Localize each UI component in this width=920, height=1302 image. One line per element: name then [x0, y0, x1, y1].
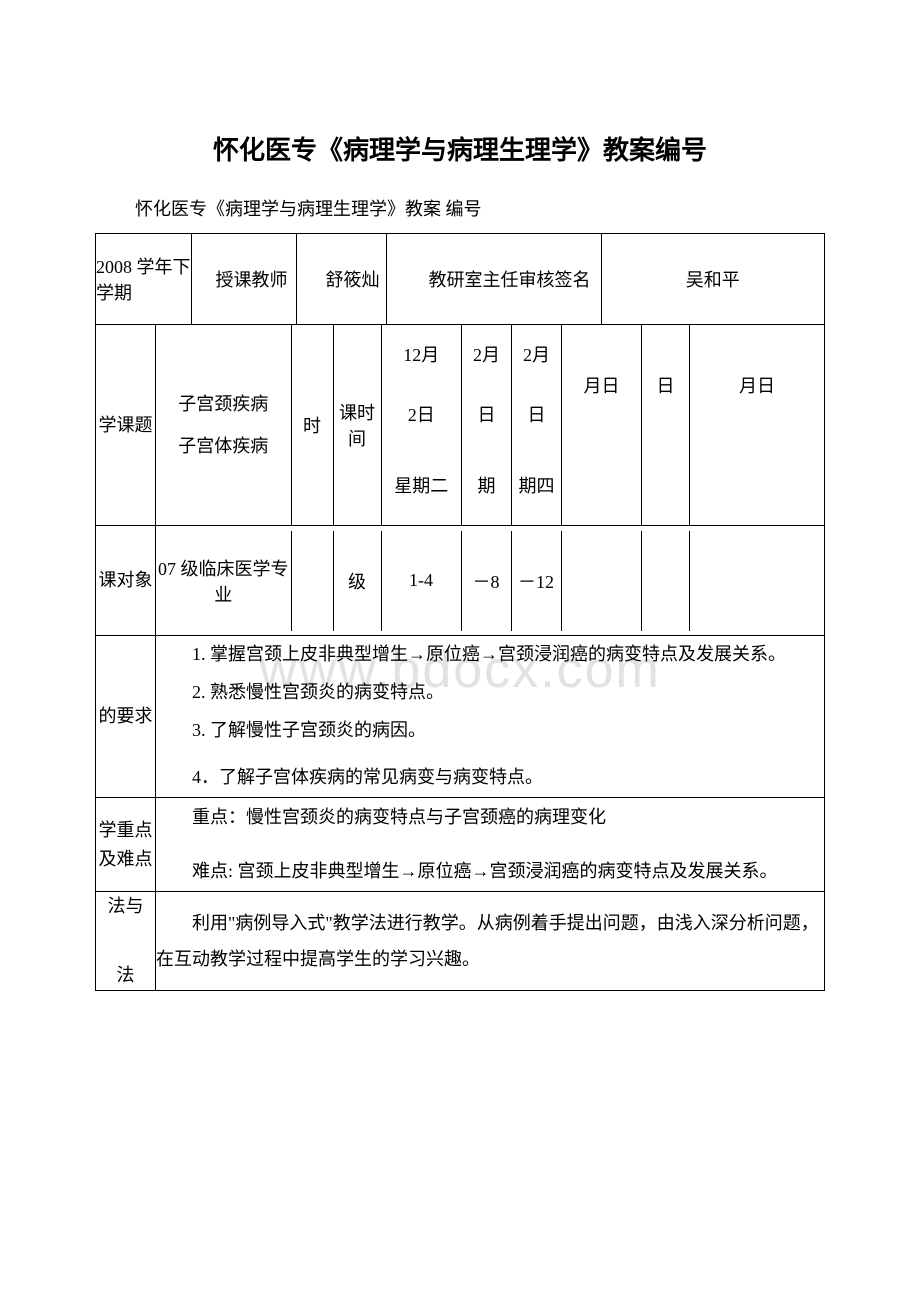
class-cell: －8: [461, 531, 511, 631]
date-text: 2日: [382, 402, 462, 429]
weekday-cell: 期: [462, 445, 512, 525]
time-sublabel: 课时间: [333, 325, 381, 525]
reviewer-cell: 吴和平: [601, 234, 824, 324]
req-line: 1. 掌握宫颈上皮非典型增生→原位癌→宫颈浸润癌的病变特点及发展关系。: [156, 636, 824, 674]
method-label: 法与 法: [96, 892, 156, 991]
teacher-label: 授课教师: [192, 266, 296, 292]
date-cell: 12月 2日: [382, 325, 462, 445]
object-inner-table: 07 级临床医学专业 级 1-4 －8 －12: [156, 531, 824, 631]
teacher-label-cell: 授课教师: [191, 234, 296, 324]
keypoints-label: 学重点及难点: [96, 798, 156, 892]
review-label: 教研室主任审核签名: [387, 266, 601, 292]
topic-line2: 子宫体疾病: [156, 429, 291, 463]
method-text: 利用"病例导入式"教学法进行教学。从病例着手提出问题，由浅入深分析问题，在互动教…: [156, 905, 824, 977]
date-text: 日: [462, 402, 511, 429]
requirements-cell: 1. 掌握宫颈上皮非典型增生→原位癌→宫颈浸润癌的病变特点及发展关系。 2. 熟…: [156, 636, 825, 798]
keypoint-line: 重点：慢性宫颈炎的病变特点与子宫颈癌的病理变化: [156, 798, 824, 838]
date-cell: 2月 日: [462, 325, 512, 445]
table-row: 2008 学年下学期 授课教师 舒筱灿 教研室主任审核签名 吴和平: [96, 234, 825, 325]
weekday-cell: 星期二: [382, 445, 462, 525]
topic-content: 子宫颈疾病 子宫体疾病: [156, 325, 291, 525]
teacher-name: 舒筱灿: [297, 266, 386, 292]
date-cell: 月日: [562, 325, 642, 445]
table-row: 学课题 子宫颈疾病 子宫体疾病 时 课时间: [96, 325, 825, 526]
weekday-cell: [690, 445, 825, 525]
method-label-1: 法与: [96, 892, 155, 921]
table-row: 的要求 1. 掌握宫颈上皮非典型增生→原位癌→宫颈浸润癌的病变特点及发展关系。 …: [96, 636, 825, 798]
page-subtitle: 怀化医专《病理学与病理生理学》教案 编号: [135, 195, 825, 221]
keypoint-line: 难点: 宫颈上皮非典型增生→原位癌→宫颈浸润癌的病变特点及发展关系。: [156, 852, 824, 892]
topic-inner-table: 子宫颈疾病 子宫体疾病 时 课时间 12月: [156, 325, 824, 525]
class-label-cell: 级: [333, 531, 381, 631]
class-cell: －12: [511, 531, 561, 631]
major-cell: 07 级临床医学专业: [156, 531, 291, 631]
table-row: 课对象 07 级临床医学专业 级 1-4 －8 －12: [96, 526, 825, 636]
topic-line1: 子宫颈疾病: [156, 387, 291, 421]
req-line: 3. 了解慢性子宫颈炎的病因。: [156, 712, 824, 750]
time-grid: 12月 2日 2月 日: [382, 325, 825, 525]
date-text: 2月: [512, 342, 561, 369]
class-cell: [641, 531, 689, 631]
page-title: 怀化医专《病理学与病理生理学》教案编号: [95, 130, 825, 167]
topic-label: 学课题: [96, 325, 156, 526]
teacher-name-cell: 舒筱灿: [296, 234, 386, 324]
page: 怀化医专《病理学与病理生理学》教案编号 怀化医专《病理学与病理生理学》教案 编号…: [0, 0, 920, 991]
object-label: 课对象: [96, 526, 156, 636]
weekday-cell: 期四: [512, 445, 562, 525]
semester-cell: 2008 学年下学期: [96, 234, 191, 324]
table-row: 法与 法 利用"病例导入式"教学法进行教学。从病例着手提出问题，由浅入深分析问题…: [96, 892, 825, 991]
class-cell: [689, 531, 824, 631]
keypoints-cell: 重点：慢性宫颈炎的病变特点与子宫颈癌的病理变化 难点: 宫颈上皮非典型增生→原位…: [156, 798, 825, 892]
req-line: 2. 熟悉慢性宫颈炎的病变特点。: [156, 674, 824, 712]
req-line: 4．了解子宫体疾病的常见病变与病变特点。: [156, 759, 824, 797]
header-inner-table: 2008 学年下学期 授课教师 舒筱灿 教研室主任审核签名 吴和平: [96, 234, 824, 324]
date-cell: 月日: [690, 325, 825, 445]
class-cell: [561, 531, 641, 631]
date-cell: 日: [642, 325, 690, 445]
date-text: 2月: [462, 342, 511, 369]
date-text: 12月: [382, 342, 462, 369]
class-cell: 1-4: [381, 531, 461, 631]
method-cell: 利用"病例导入式"教学法进行教学。从病例着手提出问题，由浅入深分析问题，在互动教…: [156, 892, 825, 991]
review-label-cell: 教研室主任审核签名: [386, 234, 601, 324]
date-text: 日: [512, 402, 561, 429]
lesson-plan-table: 2008 学年下学期 授课教师 舒筱灿 教研室主任审核签名 吴和平: [95, 233, 825, 991]
time-label: 时: [291, 325, 333, 525]
method-label-2: 法: [96, 961, 155, 990]
requirements-label: 的要求: [96, 636, 156, 798]
empty-cell: [291, 531, 333, 631]
weekday-cell: [642, 445, 690, 525]
date-cell: 2月 日: [512, 325, 562, 445]
table-row: 学重点及难点 重点：慢性宫颈炎的病变特点与子宫颈癌的病理变化 难点: 宫颈上皮非…: [96, 798, 825, 892]
weekday-cell: [562, 445, 642, 525]
